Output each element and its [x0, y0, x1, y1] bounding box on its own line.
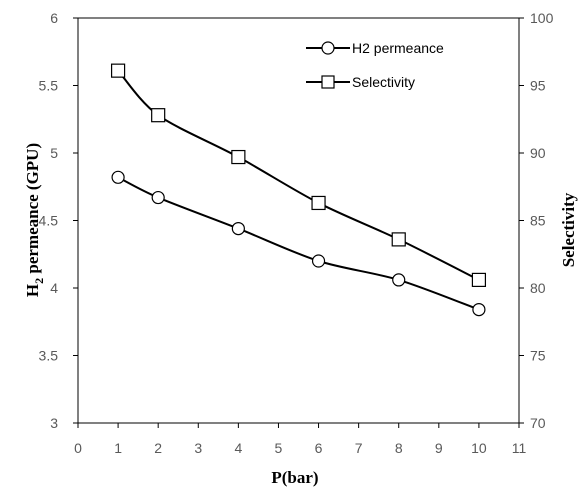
data-point-h2-permeance — [392, 273, 406, 287]
y-right-tick-label: 100 — [530, 10, 554, 26]
y-left-tick-label: 3.5 — [39, 348, 59, 364]
data-point-h2-permeance — [472, 303, 486, 317]
x-tick-label: 8 — [395, 440, 403, 456]
x-tick-label: 2 — [154, 440, 162, 456]
series-line-h2-permeance — [117, 176, 480, 311]
data-point-h2-permeance — [151, 190, 165, 205]
x-tick-label: 1 — [114, 440, 122, 456]
x-tick-label: 0 — [74, 440, 82, 456]
data-point-selectivity — [471, 272, 487, 287]
y-right-tick-label: 85 — [530, 213, 546, 229]
data-point-selectivity — [151, 108, 166, 123]
legend-item-h2-permeance: H2 permeance — [306, 40, 444, 56]
legend-item-selectivity: Selectivity — [306, 74, 415, 90]
x-tick-label: 5 — [275, 440, 283, 456]
y-left-tick-label: 6 — [50, 10, 58, 26]
y-left-tick-label: 3 — [50, 415, 58, 431]
x-tick-label: 3 — [194, 440, 202, 456]
y-left-tick-label: 4.5 — [39, 213, 59, 229]
legend-label-h2-permeance: H2 permeance — [352, 40, 444, 56]
plot-area — [77, 17, 520, 424]
y-right-tick-label: 80 — [530, 280, 546, 296]
x-tick-label: 11 — [512, 440, 527, 456]
data-point-selectivity — [231, 149, 246, 165]
y-right-tick-label: 95 — [530, 78, 546, 94]
data-point-selectivity — [391, 232, 406, 247]
y-axis-right-title: Selectivity — [559, 192, 578, 267]
x-tick-label: 6 — [315, 440, 323, 456]
x-axis-title: P(bar) — [271, 468, 318, 487]
data-point-selectivity — [110, 63, 126, 78]
x-tick-label: 4 — [234, 440, 242, 456]
legend-label-selectivity: Selectivity — [352, 74, 415, 90]
legend-marker-circle — [321, 41, 335, 55]
legend-marker-square — [321, 75, 335, 89]
y-axis-left-title: H2 permeance (GPU) — [23, 143, 46, 297]
x-tick-label: 10 — [471, 440, 487, 456]
y-left-tick-label: 5 — [50, 145, 58, 161]
x-tick-label: 7 — [355, 440, 363, 456]
series-line-selectivity — [117, 69, 480, 281]
y-right-tick-label: 90 — [530, 145, 546, 161]
y-axis-left-title-rest: permeance (GPU) — [23, 143, 42, 278]
data-point-h2-permeance — [111, 170, 125, 184]
y-axis-right-ticks: 70 75 80 85 90 95 100 — [519, 10, 554, 431]
y-axis-left-title-subscript: 2 — [32, 278, 46, 284]
legend: H2 permeance Selectivity — [306, 40, 444, 90]
y-axis-left-ticks: 3 3.5 4 4.5 5 5.5 6 — [39, 10, 78, 431]
y-right-tick-label: 70 — [530, 415, 546, 431]
series-layer — [110, 63, 487, 317]
y-left-tick-label: 5.5 — [39, 78, 59, 94]
data-point-h2-permeance — [311, 254, 326, 268]
data-point-selectivity — [311, 195, 326, 211]
y-right-tick-label: 75 — [530, 348, 546, 364]
data-point-h2-permeance — [231, 222, 245, 236]
x-axis-ticks: 0 1 2 3 4 5 6 7 8 9 10 11 — [74, 423, 526, 456]
y-left-tick-label: 4 — [50, 280, 58, 296]
y-axis-left-title-main: H — [23, 284, 42, 297]
x-tick-label: 9 — [435, 440, 443, 456]
